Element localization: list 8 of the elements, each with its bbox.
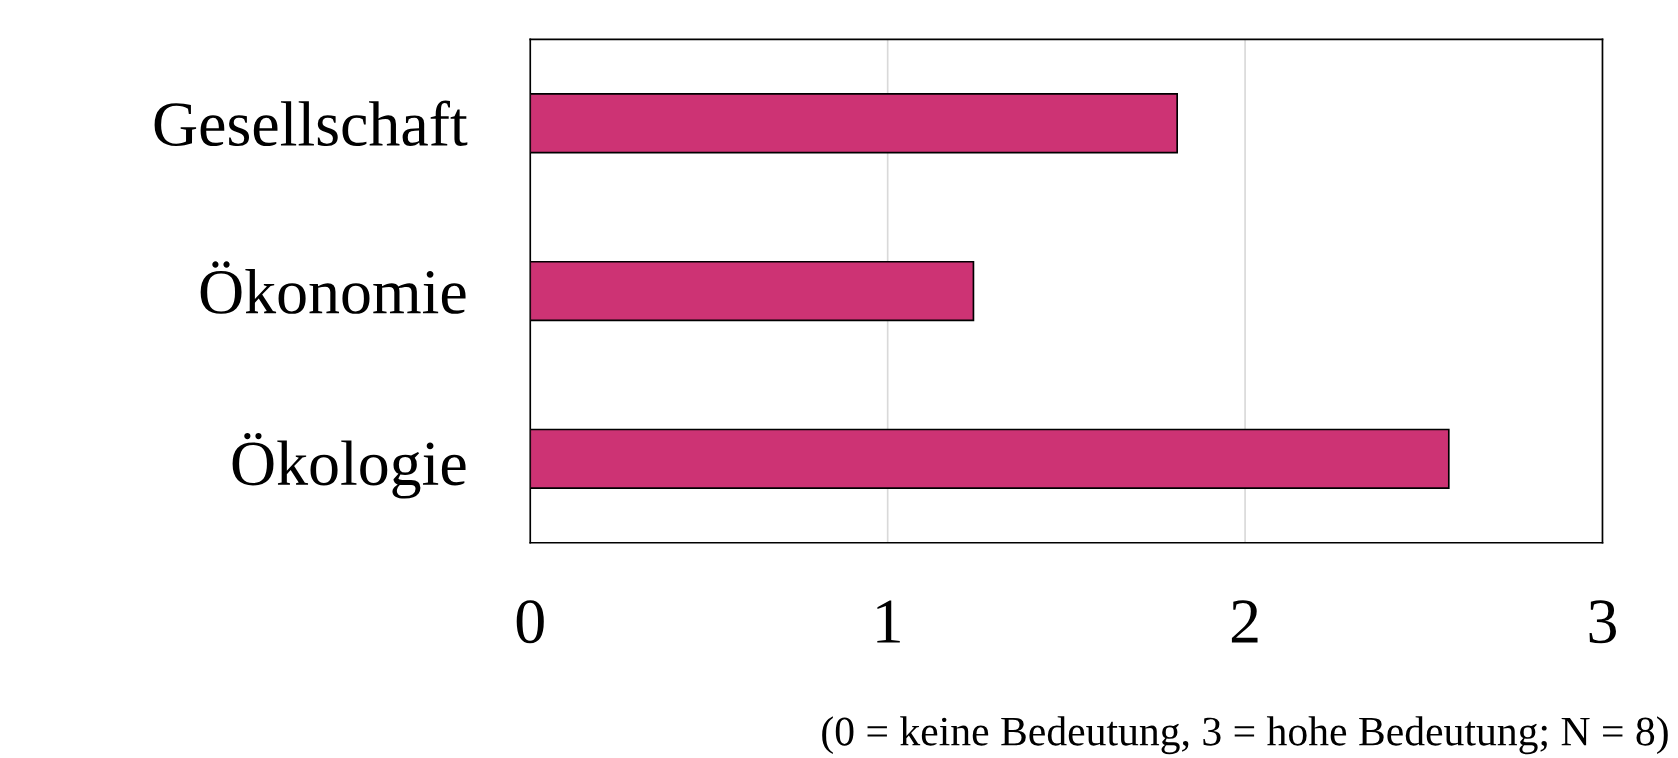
text: (0 = keine Bedeutung, 3 = hohe Bedeutung; N = 8) — [822, 716, 1668, 755]
y-tick-label: Gesellschaft — [154, 100, 468, 147]
x-tick-label: 1 — [877, 600, 900, 643]
y-tick-label: Ökologie — [232, 432, 466, 499]
x-tick-label: 0 — [516, 600, 544, 644]
x-tick-label: 2 — [1231, 600, 1258, 643]
y-tick-label: Ökonomie — [200, 261, 466, 314]
x-tick-label: 3 — [1589, 600, 1616, 644]
